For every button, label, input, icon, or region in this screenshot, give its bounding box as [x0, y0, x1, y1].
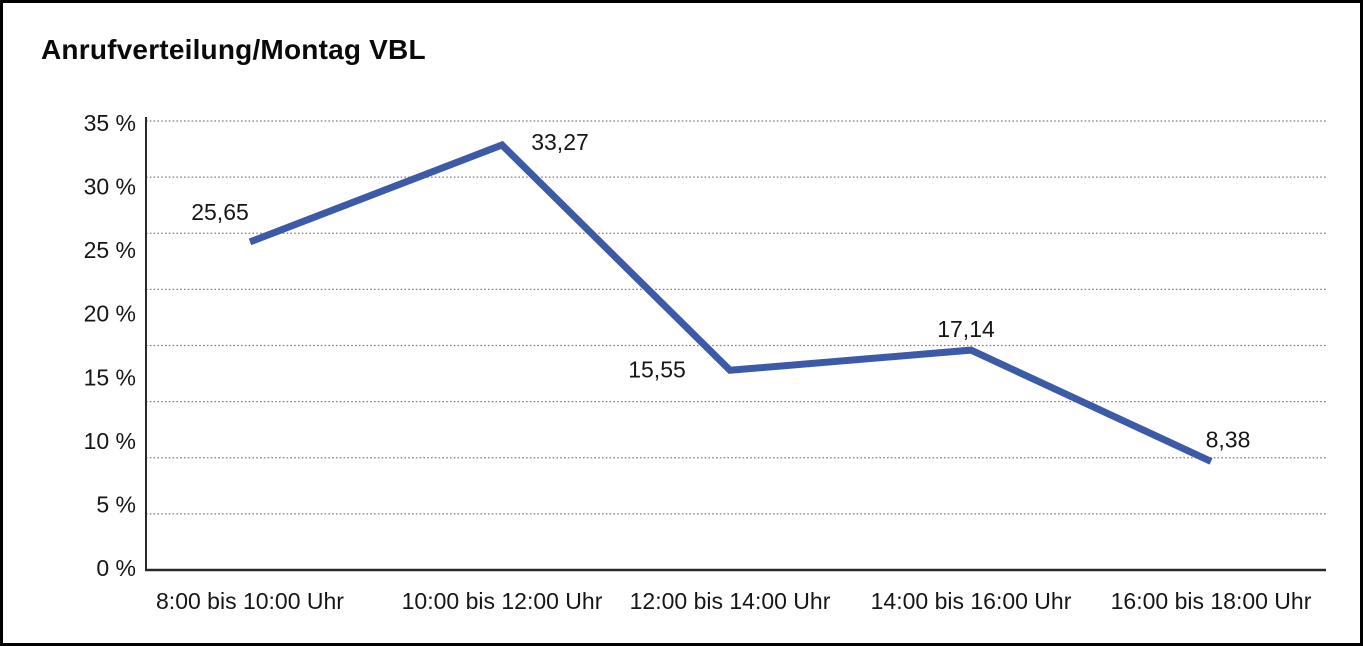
chart-title: Anrufverteilung/Montag VBL — [41, 34, 426, 65]
y-axis-tick-label: 5 % — [96, 491, 136, 517]
line-chart: 35 % 30 % 25 % 20 % 15 % 10 % 5 % 0 % 8:00 bis 1… — [84, 110, 1326, 614]
y-axis-tick-label: 30 % — [84, 174, 136, 200]
y-axis-tick-label: 35 % — [84, 110, 136, 136]
data-point-label: 8,38 — [1206, 426, 1251, 452]
data-point-label: 15,55 — [628, 356, 686, 382]
data-point-label: 25,65 — [191, 199, 249, 225]
x-axis-category-label: 10:00 bis 12:00 Uhr — [402, 588, 603, 614]
data-line-series — [248, 140, 1213, 465]
data-point-label: 33,27 — [531, 129, 589, 155]
x-axis-category-label: 8:00 bis 10:00 Uhr — [156, 588, 344, 614]
y-axis-tick-label: 15 % — [84, 364, 136, 390]
y-axis-tick-label: 0 % — [96, 555, 136, 581]
y-axis-tick-label: 10 % — [84, 428, 136, 454]
y-axis-tick-label: 20 % — [84, 301, 136, 327]
y-axis-tick-label: 25 % — [84, 237, 136, 263]
x-axis-category-label: 14:00 bis 16:00 Uhr — [871, 588, 1072, 614]
x-axis-category-label: 12:00 bis 14:00 Uhr — [630, 588, 831, 614]
data-point-label: 17,14 — [937, 316, 995, 342]
x-axis-category-label: 16:00 bis 18:00 Uhr — [1111, 588, 1312, 614]
